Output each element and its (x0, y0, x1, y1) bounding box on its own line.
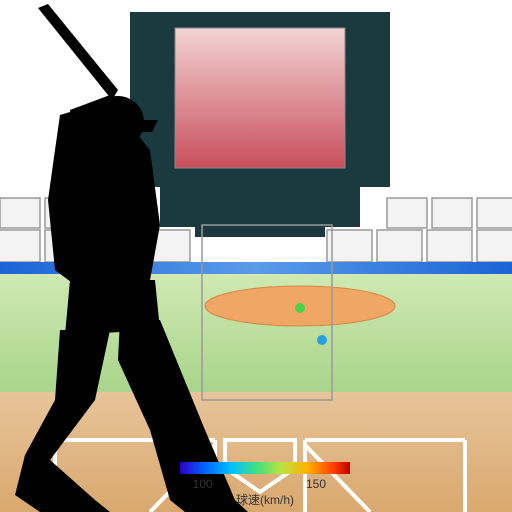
scoreboard (175, 28, 345, 168)
legend-label: 球速(km/h) (236, 493, 294, 507)
svg-text:100: 100 (193, 477, 213, 491)
pitch-location-figure: 100 150 球速(km/h) (0, 0, 512, 512)
svg-text:150: 150 (306, 477, 326, 491)
